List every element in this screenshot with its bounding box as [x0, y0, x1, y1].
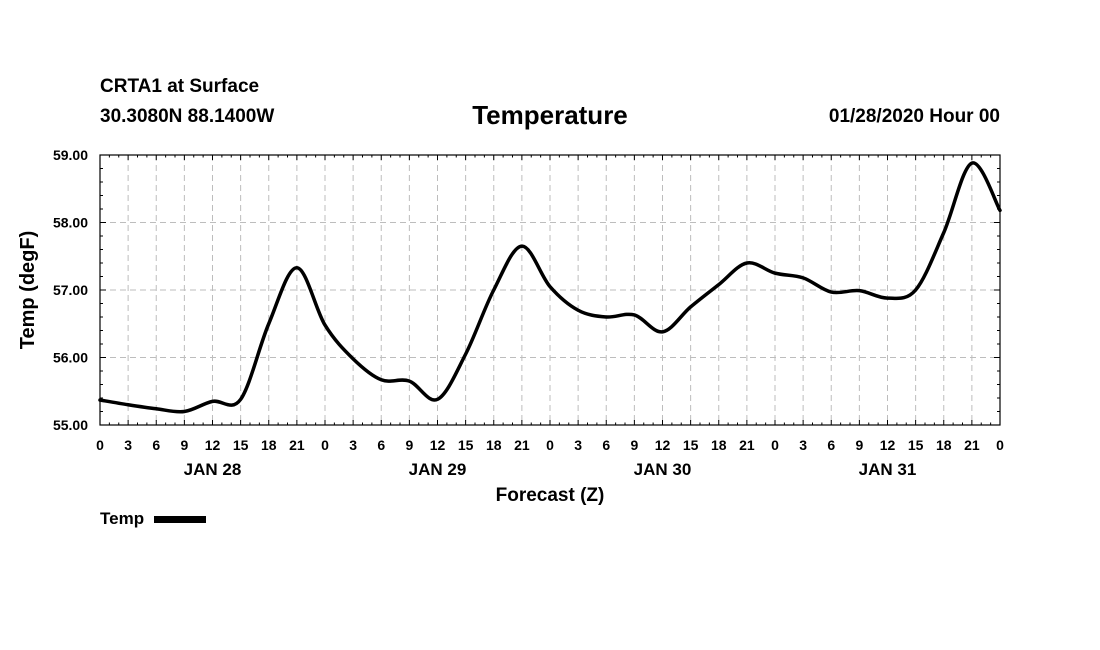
x-tick-label: 6: [377, 437, 385, 453]
x-tick-label: 18: [486, 437, 502, 453]
label-layer: 0 3 6 9 12 15 18 21 0 3 6 9 12 15 18 21 0 3 6 9 12 15 18 21 0 3 6 9…: [17, 147, 1004, 506]
series-layer: [98, 161, 1002, 414]
x-tick-label: 12: [430, 437, 446, 453]
y-axis-title: Temp (degF): [17, 231, 39, 350]
x-tick-label: 15: [458, 437, 474, 453]
x-tick-label: 3: [124, 437, 132, 453]
x-tick-label: 6: [827, 437, 835, 453]
x-tick-label: 12: [655, 437, 671, 453]
day-label: JAN 28: [184, 460, 242, 479]
x-tick-label: 9: [855, 437, 863, 453]
y-tick-label: 56.00: [53, 350, 88, 366]
y-tick-label: 55.00: [53, 417, 88, 433]
chart-title: Temperature: [0, 100, 1100, 131]
day-label: JAN 30: [634, 460, 692, 479]
chart-title-text: Temperature: [472, 100, 628, 130]
x-tick-label: 0: [546, 437, 554, 453]
x-tick-label: 18: [936, 437, 952, 453]
x-tick-label: 6: [152, 437, 160, 453]
series-line-temp: [98, 161, 1002, 414]
legend-label: Temp: [100, 509, 145, 528]
grid-layer: [100, 155, 1000, 425]
x-tick-label: 3: [574, 437, 582, 453]
legend-line-swatch: [154, 515, 207, 523]
station-coordinates: 30.3080N 88.1400W: [100, 106, 275, 127]
x-tick-label: 18: [711, 437, 727, 453]
x-tick-label: 3: [799, 437, 807, 453]
x-tick-label: 9: [180, 437, 188, 453]
y-tick-label: 59.00: [53, 147, 88, 163]
y-tick-label: 57.00: [53, 282, 88, 298]
x-tick-label: 21: [739, 437, 755, 453]
x-tick-label: 6: [602, 437, 610, 453]
x-tick-label: 12: [880, 437, 896, 453]
x-tick-label: 0: [321, 437, 329, 453]
station-name: CRTA1 at Surface: [100, 76, 260, 97]
day-label: JAN 31: [859, 460, 917, 479]
day-label: JAN 29: [409, 460, 467, 479]
x-tick-label: 0: [996, 437, 1004, 453]
x-tick-label: 0: [771, 437, 779, 453]
run-time: 01/28/2020 Hour 00: [828, 106, 1000, 127]
y-tick-label: 58.00: [53, 215, 88, 231]
x-tick-label: 12: [205, 437, 221, 453]
x-tick-label: 18: [261, 437, 277, 453]
x-tick-label: 21: [289, 437, 305, 453]
x-tick-label: 3: [349, 437, 357, 453]
x-axis-title: Forecast (Z): [496, 485, 605, 506]
x-tick-label: 0: [96, 437, 104, 453]
x-tick-label: 21: [514, 437, 530, 453]
x-tick-label: 15: [683, 437, 699, 453]
plot-frame: [99, 154, 1001, 426]
x-tick-label: 15: [908, 437, 924, 453]
legend: Temp: [100, 509, 207, 529]
axis-layer: [99, 154, 1001, 426]
x-tick-label: 21: [964, 437, 980, 453]
x-tick-label: 9: [405, 437, 413, 453]
x-tick-label: 9: [630, 437, 638, 453]
x-tick-label: 15: [233, 437, 249, 453]
